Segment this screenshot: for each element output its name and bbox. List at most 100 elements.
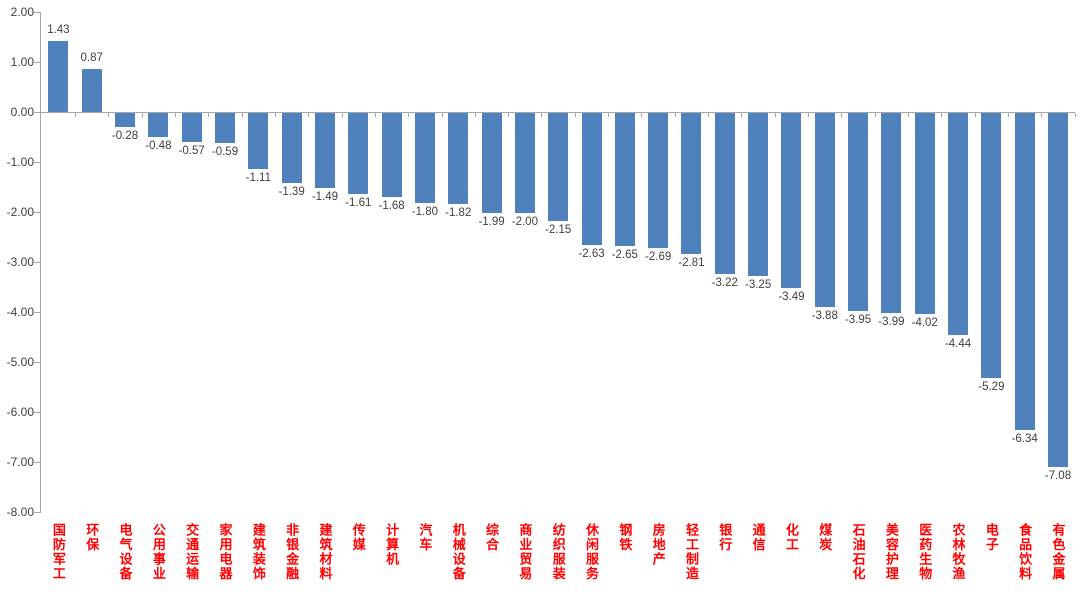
bar	[548, 113, 569, 221]
category-label: 轻工制造	[683, 523, 699, 581]
category-label: 交通运输	[184, 523, 200, 581]
y-axis-tick	[34, 512, 41, 513]
bar-value-label: -1.39	[278, 185, 305, 198]
category-label: 纺织服装	[550, 523, 566, 581]
category-label: 国防军工	[50, 523, 66, 581]
bar-value-label: -1.11	[245, 171, 271, 184]
category-label: 机械设备	[450, 523, 466, 581]
bar-value-label: 1.43	[47, 23, 70, 36]
x-axis-tick	[741, 113, 743, 117]
bar-value-label: -1.99	[478, 215, 505, 228]
y-axis-tick	[34, 212, 41, 213]
x-axis-tick	[474, 113, 476, 117]
category-label: 综合	[484, 523, 500, 552]
category-label: 有色金属	[1050, 523, 1066, 581]
bar-value-label: -1.49	[311, 190, 339, 203]
category-label: 休闲服务	[584, 523, 600, 581]
bar-value-label: -0.48	[145, 140, 172, 152]
y-axis-tick	[34, 362, 41, 363]
x-axis-tick	[907, 113, 909, 117]
category-label: 美容护理	[883, 523, 899, 581]
x-axis-tick	[608, 113, 610, 117]
bar-value-label: 0.87	[80, 51, 103, 64]
y-axis-tick	[34, 112, 41, 113]
bar-value-label: -1.80	[411, 206, 439, 218]
bar-value-label: -7.08	[1044, 470, 1072, 482]
y-axis-tick	[34, 412, 41, 413]
category-label: 房地产	[650, 523, 666, 567]
x-axis-tick	[774, 113, 776, 117]
y-axis-tick	[34, 312, 41, 313]
bar-value-label: -2.63	[578, 247, 605, 260]
x-axis-tick	[374, 113, 376, 117]
y-axis-tick-label: -4.00	[6, 305, 34, 319]
category-label: 钢铁	[617, 523, 633, 552]
bar-value-label: -1.68	[378, 200, 405, 212]
x-axis-tick	[241, 113, 243, 117]
bar	[481, 113, 502, 213]
bar	[781, 113, 802, 288]
y-axis-tick	[34, 162, 41, 163]
x-axis-tick	[641, 113, 643, 117]
category-label: 农林牧渔	[950, 523, 966, 581]
bar	[714, 113, 735, 274]
bar-value-label: -4.02	[911, 317, 938, 329]
bar	[414, 113, 435, 203]
x-axis-tick	[108, 113, 110, 117]
y-axis-tick	[34, 12, 41, 13]
bar-value-label: -2.15	[545, 223, 572, 236]
bar	[848, 113, 869, 311]
x-axis-tick	[1041, 113, 1043, 117]
bar-value-label: -0.59	[211, 145, 239, 158]
bar-value-label: -1.82	[445, 207, 472, 219]
bar-value-label: -2.81	[678, 256, 705, 269]
bar	[581, 113, 602, 245]
bar-value-label: -0.28	[111, 130, 139, 142]
bar	[648, 113, 669, 248]
x-axis-line	[40, 112, 1075, 113]
category-label: 传媒	[350, 523, 366, 552]
bar	[281, 113, 302, 183]
y-axis-tick-label: -5.00	[6, 355, 34, 369]
x-axis-tick	[808, 113, 810, 117]
category-label: 商业贸易	[517, 523, 533, 581]
y-axis-tick-label: 1.00	[10, 55, 34, 69]
bar	[381, 113, 402, 197]
x-axis-tick	[508, 113, 510, 117]
x-axis-tick	[441, 113, 443, 117]
x-axis-tick	[341, 113, 343, 117]
bar	[215, 113, 235, 143]
category-label: 家用电器	[217, 523, 233, 581]
bar	[514, 113, 535, 213]
y-axis-tick-label: -1.00	[6, 155, 34, 169]
bar	[1048, 113, 1068, 467]
x-axis-tick	[574, 113, 576, 117]
bar	[248, 113, 269, 169]
category-label: 公用事业	[150, 523, 166, 581]
category-label: 银行	[717, 523, 733, 552]
x-axis-tick	[1007, 113, 1009, 117]
x-axis-tick	[841, 113, 843, 117]
bar-value-label: -3.49	[778, 290, 805, 303]
category-label: 化工	[783, 523, 799, 552]
x-axis-tick	[141, 113, 143, 117]
category-label: 非银金融	[284, 523, 300, 581]
bar-value-label: -2.65	[611, 248, 638, 261]
bar	[115, 113, 136, 127]
category-label: 煤炭	[817, 523, 833, 552]
bar-value-label: -0.57	[178, 144, 205, 157]
x-axis-tick	[674, 113, 676, 117]
x-axis-tick	[874, 113, 876, 117]
y-axis-line	[40, 12, 41, 513]
x-axis-tick	[208, 113, 210, 117]
bar	[48, 40, 69, 112]
bar-value-label: -2.00	[511, 216, 538, 228]
bar	[448, 113, 469, 204]
category-label: 电子	[983, 523, 999, 552]
bar-value-label: -3.95	[844, 313, 872, 326]
bar-value-label: -5.29	[978, 380, 1005, 393]
bar	[981, 113, 1002, 378]
bar	[81, 68, 102, 112]
bar-value-label: -1.61	[345, 196, 372, 209]
